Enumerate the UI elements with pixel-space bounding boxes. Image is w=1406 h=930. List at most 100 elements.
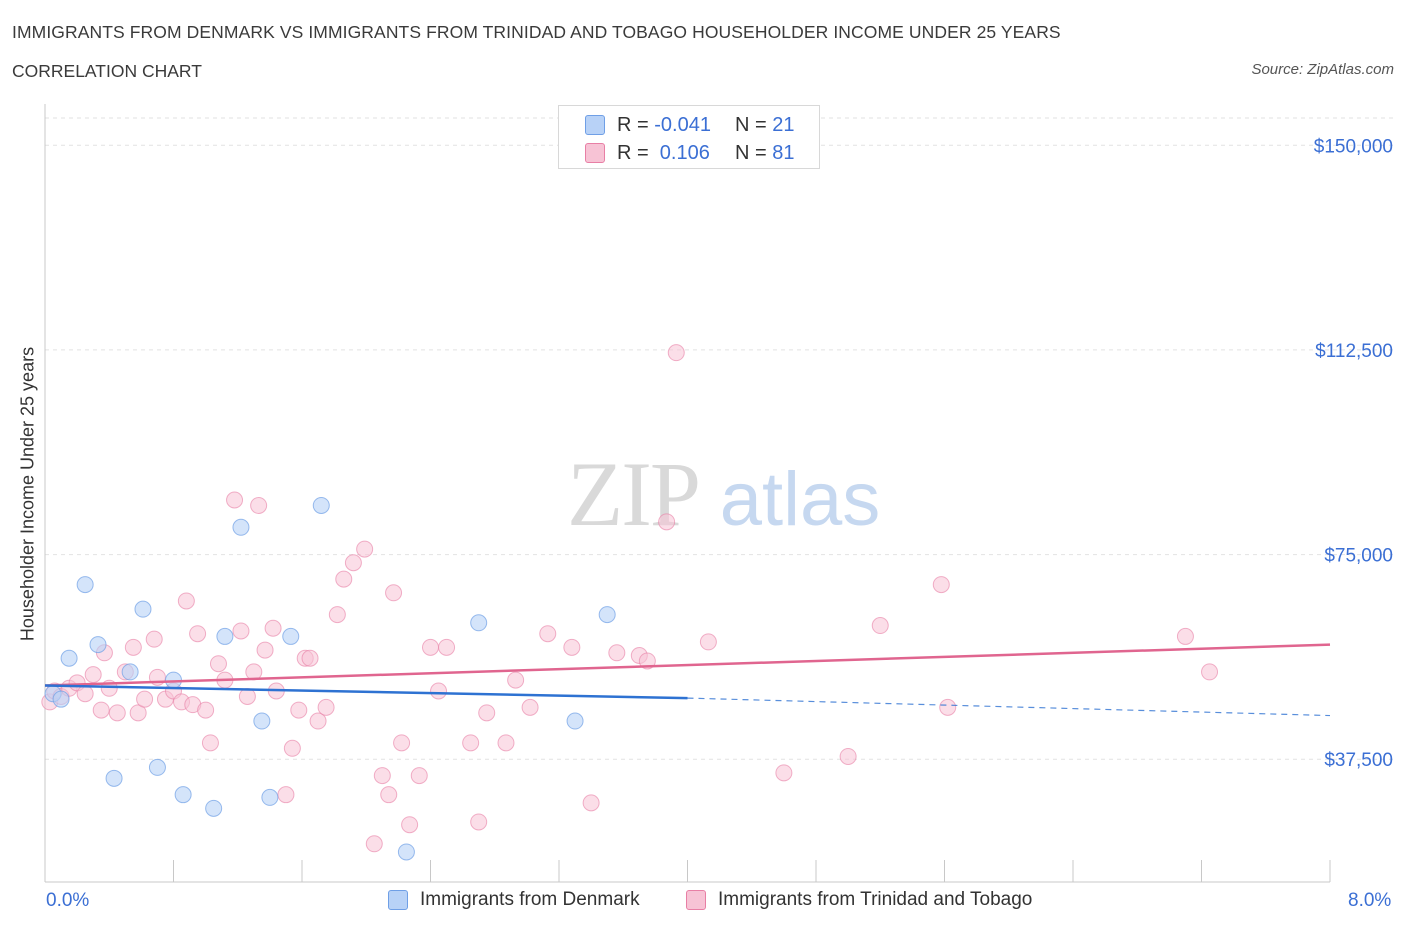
chart-title: IMMIGRANTS FROM DENMARK VS IMMIGRANTS FR… [12, 22, 1061, 42]
trinidad-point [344, 554, 362, 572]
trinidad-point [563, 638, 581, 656]
y-tick-labels: $37,500 $75,000 $112,500 $150,000 [1314, 136, 1393, 771]
trinidad-point [136, 690, 154, 708]
denmark-point [397, 843, 415, 861]
denmark-point [105, 769, 123, 787]
y-axis-label: Householder Income Under 25 years [17, 346, 38, 642]
trinidad-point [462, 734, 480, 752]
trend-lines [44, 643, 1331, 717]
trinidad-point [871, 617, 889, 635]
y-tick-label: $112,500 [1315, 341, 1393, 362]
denmark-point [89, 636, 107, 654]
trinidad-point [264, 619, 282, 637]
trinidad-point [209, 655, 227, 673]
denmark-point [148, 758, 166, 776]
denmark-point [174, 786, 192, 804]
r-stat: R = -0.041 [617, 114, 717, 137]
trinidad-trend-line [44, 643, 1331, 687]
series-name: Immigrants from Denmark [420, 889, 640, 910]
trinidad-point [507, 671, 525, 689]
svg-text:ZIP: ZIP [567, 443, 699, 545]
axes [44, 104, 1331, 883]
r-value: 0.106 [654, 141, 710, 164]
trinidad-point [309, 712, 327, 730]
denmark-point [60, 649, 78, 667]
trinidad-point [667, 344, 685, 362]
trinidad-point [539, 625, 557, 643]
trinidad-point [470, 813, 488, 831]
trinidad-point [328, 606, 346, 624]
denmark-point [566, 712, 584, 730]
denmark-point [261, 788, 279, 806]
watermark: ZIP atlas [567, 443, 880, 545]
series-name: Immigrants from Trinidad and Tobago [718, 889, 1033, 910]
n-stat: N = 81 [735, 142, 795, 165]
denmark-point [216, 627, 234, 645]
y-tick-label: $150,000 [1314, 136, 1393, 157]
trinidad-swatch [686, 890, 706, 910]
trinidad-point [84, 666, 102, 684]
legend-row-trinidad: R = 0.106 N = 81 [585, 141, 795, 165]
trinidad-point [373, 767, 391, 785]
trinidad-point [932, 576, 950, 594]
denmark-swatch [388, 890, 408, 910]
denmark-point [312, 496, 330, 514]
stats-legend: R = -0.041 N = 21 R = 0.106 N = 81 [558, 105, 820, 169]
trinidad-point [839, 747, 857, 765]
trinidad-point [226, 491, 244, 509]
denmark-point [205, 799, 223, 817]
trinidad-points [41, 344, 1219, 853]
trinidad-point [699, 633, 717, 651]
trinidad-point [335, 570, 353, 588]
denmark-point [52, 690, 70, 708]
denmark-point [121, 663, 139, 681]
trinidad-point [393, 734, 411, 752]
n-value: 81 [772, 141, 795, 164]
trinidad-point [1176, 627, 1194, 645]
denmark-point [134, 600, 152, 618]
denmark-swatch [585, 115, 605, 135]
chart-subtitle: CORRELATION CHART [12, 61, 202, 81]
trinidad-point [283, 739, 301, 757]
denmark-trend-line [44, 684, 688, 700]
n-stat: N = 21 [735, 114, 795, 137]
trinidad-point [92, 701, 110, 719]
trinidad-point [521, 698, 539, 716]
legend-row-denmark: R = -0.041 N = 21 [585, 113, 795, 137]
trinidad-point [108, 704, 126, 722]
trinidad-point [422, 638, 439, 656]
trinidad-swatch [585, 143, 605, 163]
trinidad-point [775, 764, 793, 782]
trinidad-point [189, 625, 207, 643]
trinidad-point [582, 794, 600, 812]
trinidad-point [124, 638, 142, 656]
trinidad-point [658, 513, 676, 531]
trinidad-point [129, 704, 147, 722]
denmark-point [232, 518, 250, 536]
y-tick-label: $37,500 [1324, 750, 1393, 771]
r-value: -0.041 [654, 113, 711, 136]
trinidad-point [380, 786, 398, 804]
bottom-legend-denmark: Immigrants from Denmark [388, 889, 640, 911]
n-label: N = [735, 141, 773, 164]
trinidad-point [356, 540, 374, 558]
n-label: N = [735, 113, 773, 136]
denmark-point [470, 614, 488, 632]
trinidad-point [277, 786, 295, 804]
trinidad-point [438, 638, 456, 656]
trinidad-point [201, 734, 219, 752]
trinidad-point [410, 767, 428, 785]
trinidad-point [401, 816, 419, 834]
denmark-point [282, 627, 300, 645]
trinidad-point [197, 701, 215, 719]
svg-text:atlas: atlas [720, 457, 881, 542]
trinidad-point [430, 682, 448, 700]
trinidad-point [238, 687, 256, 705]
trinidad-point [385, 584, 403, 602]
trinidad-point [250, 496, 268, 514]
r-label: R = [617, 141, 655, 164]
x-tick-label-left: 0.0% [46, 890, 90, 911]
trinidad-point [145, 630, 163, 648]
trinidad-point [256, 641, 274, 659]
